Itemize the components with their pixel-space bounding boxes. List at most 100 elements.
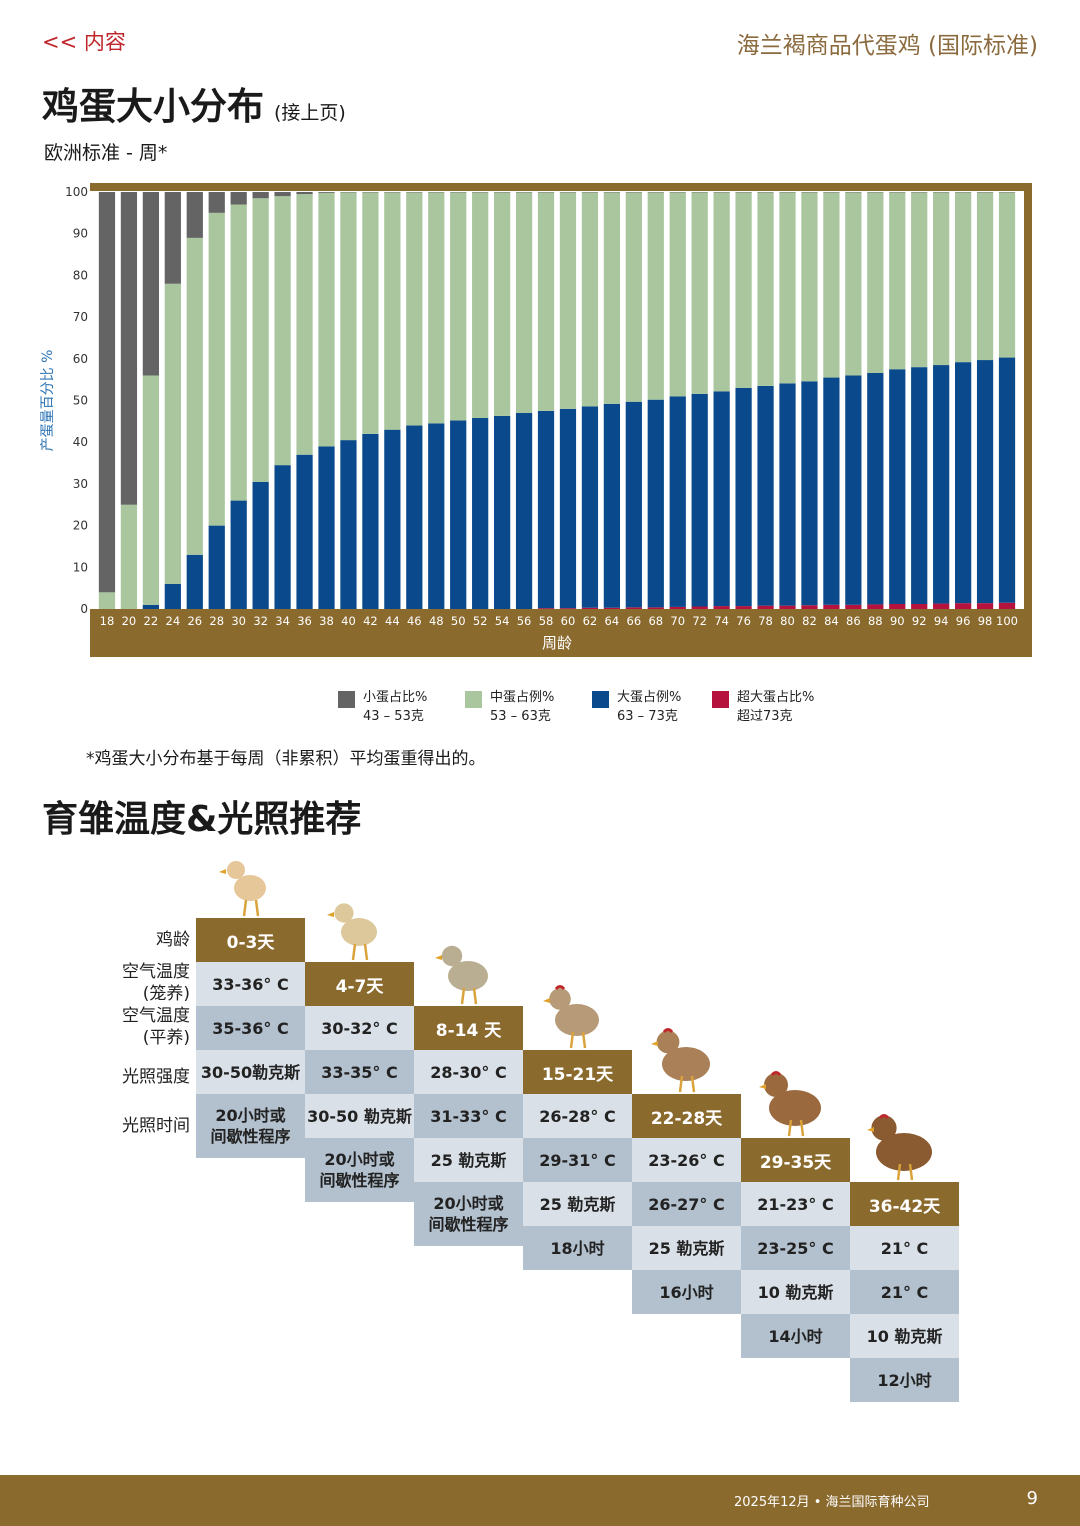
bar-segment-medium <box>230 204 247 501</box>
y-tick-label: 0 <box>80 602 88 616</box>
x-tick-label: 52 <box>473 614 488 628</box>
bar-segment-medium <box>515 192 533 414</box>
chick-icon <box>219 861 266 917</box>
x-tick-label: 100 <box>996 614 1018 628</box>
bar-segment-medium <box>911 192 928 368</box>
bar-segment-small <box>98 192 116 593</box>
legend-item-large: 大蛋占例% 63 – 73克 <box>592 688 700 726</box>
bar-segment-small <box>274 192 291 197</box>
bar-segment-large <box>801 381 818 606</box>
stage-floor-temp-cell: 23-25° C <box>741 1226 850 1270</box>
x-tick-label: 24 <box>166 614 181 628</box>
bar-segment-large <box>845 375 862 605</box>
x-tick-label: 44 <box>385 614 400 628</box>
x-tick-label: 98 <box>978 614 993 628</box>
stage-floor-temp-cell: 29-31° C <box>523 1138 632 1182</box>
stage-age-header: 0-3天 <box>196 918 305 962</box>
back-to-contents-link[interactable]: << 内容 <box>42 30 126 54</box>
bar-segment-xlarge <box>845 604 862 609</box>
egg-size-distribution-chart: 0 10 20 30 40 50 60 70 80 90 100 产蛋量百分比 % 18 20 22 24 26… <box>40 183 1032 657</box>
chart-frame-right <box>1024 183 1032 613</box>
light-hours-line-2: 间歇性程序 <box>428 1215 509 1234</box>
legend-range-xlarge: 超过73克 <box>737 709 793 724</box>
x-tick-label: 66 <box>627 614 642 628</box>
bar-segment-small <box>164 192 181 284</box>
stage-age-header: 8-14 天 <box>414 1006 523 1050</box>
bar-segment-medium <box>296 194 313 455</box>
x-tick-label: 20 <box>122 614 137 628</box>
bar-segment-xlarge <box>647 607 664 609</box>
bar-segment-large <box>186 554 203 609</box>
x-tick-label: 46 <box>407 614 422 628</box>
bar-segment-medium <box>318 192 335 447</box>
x-tick-label: 34 <box>275 614 290 628</box>
bar-segment-medium <box>120 504 138 609</box>
row-label-light-hours: 光照时间 <box>122 1116 190 1136</box>
bar-segment-xlarge <box>933 603 950 609</box>
bar-segment-medium <box>955 192 972 363</box>
bar-segment-large <box>691 393 708 607</box>
bar-segment-xlarge <box>713 606 730 609</box>
x-tick-label: 80 <box>780 614 795 628</box>
bar-segment-large <box>164 583 181 609</box>
chart-frame-top <box>90 183 1032 191</box>
legend-swatch-large <box>592 691 609 708</box>
stage-light-intensity-cell: 25 勒克斯 <box>523 1182 632 1226</box>
stage-floor-temp-cell: 31-33° C <box>414 1094 523 1138</box>
bar-segment-medium <box>669 192 686 397</box>
bar-segment-large <box>537 410 555 609</box>
chick-icon <box>759 1071 821 1137</box>
row-label-air-temp-floor: 空气温度 (平养) <box>122 1006 190 1048</box>
bar-segment-large <box>362 433 379 609</box>
x-tick-label: 54 <box>495 614 510 628</box>
bar-segment-medium <box>340 192 357 441</box>
light-hours-line-1: 14小时 <box>768 1326 823 1346</box>
y-tick-label: 60 <box>73 352 88 366</box>
bar-segment-medium <box>757 192 774 386</box>
bar-segment-medium <box>494 192 511 416</box>
footer-text: 2025年12月 • 海兰国际育种公司 <box>734 1495 930 1510</box>
chick-icon <box>327 903 377 961</box>
x-tick-label: 74 <box>714 614 729 628</box>
brooding-section-title: 育雏温度&光照推荐 <box>42 799 362 840</box>
bar-segment-xlarge <box>581 607 599 609</box>
y-tick-label: 10 <box>73 560 88 574</box>
page-title-main: 鸡蛋大小分布 <box>42 85 264 128</box>
bar-segment-medium <box>998 192 1016 358</box>
bar-segment-small <box>230 192 247 205</box>
stage-light-intensity-cell: 10 勒克斯 <box>850 1314 959 1358</box>
bar-segment-medium <box>735 192 752 388</box>
bar-segment-xlarge <box>976 603 994 609</box>
x-tick-label: 40 <box>341 614 356 628</box>
bar-segment-medium <box>867 192 884 373</box>
stage-cage-temp-cell: 21-23° C <box>741 1182 850 1226</box>
y-tick-label: 40 <box>73 435 88 449</box>
x-tick-label: 48 <box>429 614 444 628</box>
x-tick-label: 62 <box>583 614 598 628</box>
bar-segment-large <box>472 418 489 609</box>
x-tick-label: 28 <box>209 614 224 628</box>
x-tick-label: 82 <box>802 614 817 628</box>
light-hours-line-1: 20小时或 <box>324 1150 395 1169</box>
stage-floor-temp-cell: 35-36° C <box>196 1006 305 1050</box>
bar-segment-large <box>823 377 840 605</box>
y-tick-label: 100 <box>65 185 88 199</box>
stage-light-intensity-cell: 10 勒克斯 <box>741 1270 850 1314</box>
x-axis-label: 周龄 <box>542 634 572 652</box>
legend-swatch-small <box>338 691 355 708</box>
x-tick-label: 64 <box>605 614 620 628</box>
bar-segment-large <box>450 420 467 609</box>
bar-segment-small <box>208 192 225 213</box>
bar-segment-small <box>318 192 335 193</box>
bar-segment-medium <box>428 192 445 424</box>
x-tick-label: 30 <box>231 614 246 628</box>
stage-light-intensity-cell: 30-50 勒克斯 <box>305 1094 414 1138</box>
legend-item-xlarge: 超大蛋占比% 超过73克 <box>712 688 827 726</box>
bar-segment-medium <box>603 192 620 404</box>
stage-cage-temp-cell: 23-26° C <box>632 1138 741 1182</box>
bar-segment-large <box>713 391 730 607</box>
stage-light-hours-cell: 14小时 <box>741 1314 850 1358</box>
x-tick-label: 96 <box>956 614 971 628</box>
light-hours-line-2: 间歇性程序 <box>210 1127 291 1146</box>
bar-segment-large <box>384 429 401 609</box>
